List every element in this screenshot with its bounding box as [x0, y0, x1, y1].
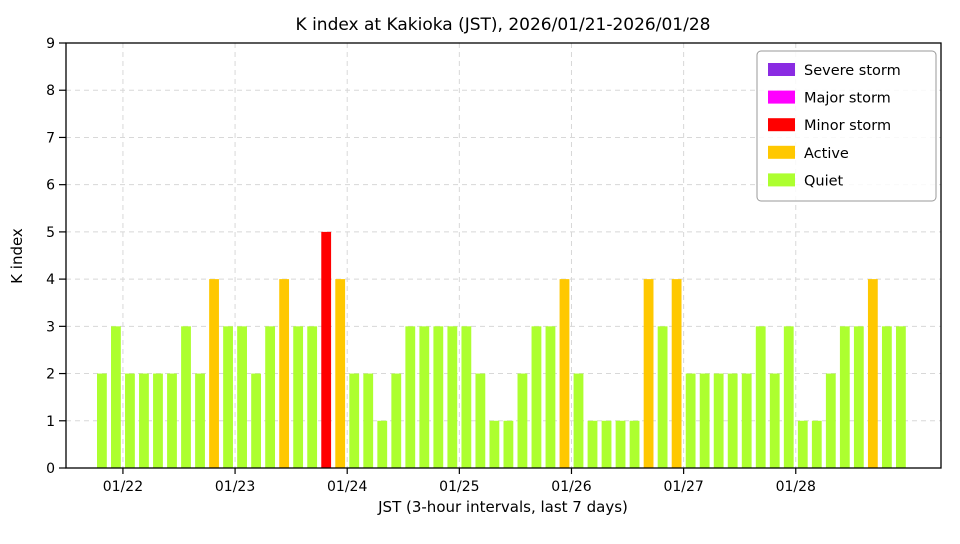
bar-k3	[839, 326, 850, 468]
bars	[97, 231, 906, 468]
bar-k2	[349, 373, 360, 468]
bar-k3	[419, 326, 430, 468]
bar-k3	[657, 326, 668, 468]
bar-k2	[475, 373, 486, 468]
legend: Severe storm Major storm Minor storm Active…	[756, 50, 937, 202]
bar-k1	[797, 420, 808, 468]
bar-k1	[377, 420, 388, 468]
bar-k5	[321, 231, 332, 468]
bar-k1	[811, 420, 822, 468]
axis-ticks: 01/22 01/23 01/24 01/25 01/26 01/27 01/28 0 1 2 3 4…	[46, 36, 816, 495]
legend-swatch-minor-storm	[768, 118, 795, 132]
bar-k4	[209, 279, 219, 468]
bar-k3	[237, 326, 247, 468]
bar-k2	[699, 373, 710, 468]
legend-label-severe-storm: Severe storm	[804, 63, 901, 79]
bar-k2	[167, 373, 177, 468]
chart-title: K index at Kakioka (JST), 2026/01/21-202…	[296, 15, 711, 35]
legend-swatch-severe-storm	[768, 63, 795, 76]
bar-k3	[783, 326, 794, 468]
bar-k3	[433, 326, 444, 468]
legend-box	[756, 50, 937, 202]
bar-k3	[755, 326, 766, 468]
x-tick-label: 01/28	[776, 479, 816, 495]
bar-k2	[727, 373, 738, 468]
bar-k1	[489, 420, 500, 468]
x-tick-label: 01/27	[663, 479, 703, 495]
bar-k2	[517, 373, 528, 468]
bar-k3	[111, 326, 121, 468]
x-axis-label: JST (3-hour intervals, last 7 days)	[377, 498, 628, 516]
bar-k1	[615, 420, 626, 468]
bar-k3	[881, 326, 892, 468]
bar-k3	[307, 326, 318, 468]
y-tick-label: 3	[46, 319, 55, 335]
bar-k2	[139, 373, 149, 468]
bar-k2	[573, 373, 584, 468]
legend-swatch-active	[768, 145, 795, 159]
y-tick-label: 4	[46, 272, 55, 288]
bar-k3	[223, 326, 233, 468]
y-tick-label: 6	[46, 178, 55, 194]
bar-k4	[671, 279, 682, 468]
x-tick-label: 01/25	[439, 479, 479, 495]
y-tick-label: 5	[46, 225, 55, 241]
bar-k2	[125, 373, 135, 468]
y-tick-label: 2	[46, 367, 55, 383]
bar-k2	[713, 373, 724, 468]
bar-k3	[853, 326, 864, 468]
bar-k2	[195, 373, 205, 468]
bar-k2	[153, 373, 163, 468]
y-axis-label: K index	[8, 228, 26, 284]
legend-label-quiet: Quiet	[804, 173, 844, 189]
bar-k3	[531, 326, 542, 468]
bar-k2	[825, 373, 836, 468]
legend-swatch-quiet	[768, 173, 795, 187]
bar-k4	[335, 279, 346, 468]
bar-k4	[279, 279, 290, 468]
y-tick-label: 0	[46, 461, 55, 477]
bar-k2	[769, 373, 780, 468]
legend-label-active: Active	[804, 146, 849, 162]
bar-k2	[391, 373, 402, 468]
bar-k2	[363, 373, 374, 468]
y-tick-label: 8	[46, 83, 55, 99]
legend-label-major-storm: Major storm	[804, 91, 891, 107]
x-tick-label: 01/23	[215, 479, 255, 495]
bar-k3	[895, 326, 906, 468]
bar-k3	[405, 326, 416, 468]
bar-k2	[741, 373, 752, 468]
x-tick-label: 01/26	[551, 479, 591, 495]
x-tick-label: 01/22	[103, 479, 143, 495]
bar-k2	[251, 373, 262, 468]
bar-k3	[545, 326, 556, 468]
bar-k3	[447, 326, 458, 468]
bar-k3	[181, 326, 191, 468]
bar-k4	[643, 279, 654, 468]
bar-k3	[265, 326, 276, 468]
bar-k1	[503, 420, 514, 468]
y-tick-label: 1	[46, 414, 55, 430]
x-tick-label: 01/24	[327, 479, 367, 495]
bar-k2	[685, 373, 696, 468]
bar-k4	[867, 279, 878, 468]
bar-k3	[293, 326, 304, 468]
bar-k2	[97, 373, 107, 468]
y-tick-label: 7	[46, 130, 55, 146]
bar-k1	[601, 420, 612, 468]
y-tick-label: 9	[46, 36, 55, 52]
bar-k3	[461, 326, 472, 468]
bar-k1	[587, 420, 598, 468]
legend-swatch-major-storm	[768, 90, 795, 104]
legend-label-minor-storm: Minor storm	[804, 118, 891, 134]
bar-k1	[629, 420, 640, 468]
bar-k4	[559, 279, 570, 468]
plot-frame	[65, 42, 942, 469]
